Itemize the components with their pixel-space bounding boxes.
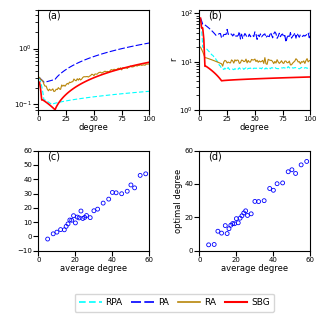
Point	[143, 171, 148, 176]
X-axis label: degree: degree	[240, 124, 270, 132]
Point	[88, 215, 93, 220]
Point	[67, 217, 72, 222]
Point	[239, 213, 244, 218]
Point	[91, 208, 96, 213]
Point	[80, 216, 85, 221]
Point	[299, 162, 304, 167]
Point	[275, 181, 280, 186]
Point	[95, 207, 100, 212]
Point	[58, 227, 63, 232]
Point	[225, 231, 230, 236]
Point	[219, 231, 224, 236]
X-axis label: average degree: average degree	[221, 264, 288, 273]
Point	[71, 213, 76, 218]
Point	[78, 208, 84, 213]
Point	[106, 196, 111, 202]
Point	[73, 220, 78, 226]
Legend: RPA, PA, RA, SBG: RPA, PA, RA, SBG	[75, 293, 274, 312]
Text: (a): (a)	[47, 11, 61, 21]
Y-axis label: optimal degree: optimal degree	[174, 169, 183, 233]
Text: (d): (d)	[208, 152, 222, 162]
Point	[256, 199, 261, 204]
Point	[280, 180, 285, 186]
Point	[110, 190, 115, 195]
Point	[293, 171, 298, 176]
Point	[62, 227, 67, 232]
Point	[286, 169, 291, 174]
Text: (c): (c)	[47, 152, 60, 162]
Point	[119, 191, 124, 196]
Point	[228, 223, 233, 228]
Point	[249, 211, 254, 216]
Point	[51, 231, 56, 236]
Point	[76, 215, 82, 220]
Point	[138, 173, 143, 178]
Point	[223, 223, 228, 228]
Point	[100, 201, 106, 206]
Point	[304, 159, 309, 164]
Point	[66, 221, 71, 227]
Point	[69, 218, 74, 223]
Point	[234, 216, 239, 221]
X-axis label: degree: degree	[79, 124, 109, 132]
Point	[271, 188, 276, 193]
Point	[114, 190, 119, 196]
Text: (b): (b)	[208, 11, 222, 21]
Y-axis label: r: r	[169, 58, 178, 61]
Point	[84, 213, 89, 218]
Point	[243, 208, 248, 213]
Point	[206, 242, 211, 247]
Point	[212, 242, 217, 247]
Point	[125, 189, 130, 194]
X-axis label: average degree: average degree	[60, 264, 127, 273]
Point	[227, 226, 232, 231]
Point	[237, 216, 243, 221]
Point	[236, 220, 241, 225]
Point	[230, 221, 235, 226]
Point	[241, 211, 246, 216]
Point	[132, 185, 137, 190]
Point	[215, 229, 220, 234]
Point	[45, 236, 50, 242]
Point	[289, 167, 294, 172]
Point	[82, 215, 87, 220]
Point	[75, 214, 80, 220]
Point	[232, 221, 237, 226]
Point	[267, 186, 272, 191]
Point	[252, 199, 258, 204]
Point	[261, 198, 267, 203]
Point	[54, 229, 60, 235]
Point	[128, 182, 133, 188]
Point	[64, 224, 69, 229]
Point	[245, 213, 250, 218]
